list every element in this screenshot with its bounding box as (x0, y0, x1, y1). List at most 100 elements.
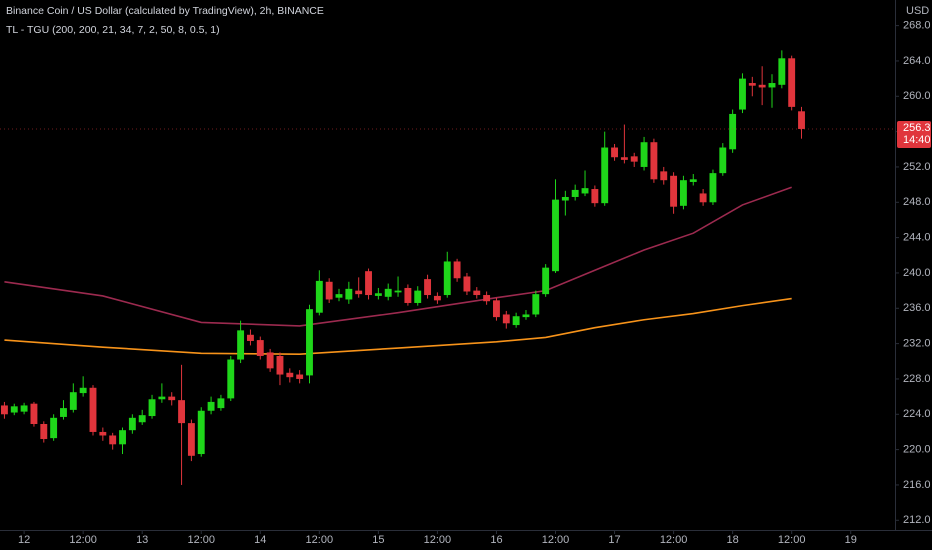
x-tick-label: 12:00 (660, 534, 688, 546)
x-tick-label: 12:00 (69, 534, 97, 546)
candle-body (601, 147, 609, 204)
candle-body (207, 401, 215, 411)
x-tick-label: 12 (18, 534, 30, 546)
candle-body (522, 314, 530, 318)
moving-average-line (4, 297, 792, 356)
candle-body (699, 193, 707, 203)
candle-body (778, 58, 786, 85)
candle-body (768, 83, 776, 88)
last-price-label: 256.3 (903, 122, 931, 134)
plot-area (0, 50, 895, 485)
candle-body (345, 288, 353, 300)
candle-body (670, 175, 678, 207)
candle-body (246, 334, 254, 341)
candle-body (650, 142, 658, 180)
candle-body (640, 142, 648, 167)
x-tick-label: 15 (372, 534, 384, 546)
candle-body (187, 423, 195, 456)
candle-body (561, 196, 569, 201)
candle-body (296, 374, 304, 379)
candle-body (502, 314, 510, 324)
candle-body (168, 396, 176, 401)
y-tick-label: 212.0 (903, 514, 931, 526)
countdown-label: 14:40 (903, 134, 931, 146)
candle-body (315, 280, 323, 313)
y-tick-label: 216.0 (903, 479, 931, 491)
y-tick-label: 252.0 (903, 161, 931, 173)
candle-body (532, 294, 540, 315)
candle-body (40, 424, 48, 440)
x-tick-label: 12:00 (542, 534, 570, 546)
candle-body (483, 295, 491, 302)
candle-body (119, 430, 126, 445)
candle-body (158, 396, 166, 400)
candle-body (335, 294, 343, 298)
candle-body (433, 295, 441, 301)
candle-body (60, 408, 67, 417)
y-tick-label: 240.0 (903, 267, 931, 279)
x-tick-label: 18 (727, 534, 739, 546)
candle-body (69, 392, 77, 410)
candle-body (758, 84, 766, 88)
candle-body (591, 189, 599, 204)
candle-body (20, 405, 28, 412)
candle-body (552, 199, 559, 272)
x-tick-label: 14 (254, 534, 266, 546)
candle-body (355, 290, 363, 295)
x-tick-label: 12:00 (778, 534, 806, 546)
y-tick-label: 236.0 (903, 302, 931, 314)
candle-body (748, 83, 756, 86)
x-tick-label: 12:00 (306, 534, 334, 546)
y-tick-label: 244.0 (903, 232, 931, 244)
candle-body (630, 156, 638, 162)
candle-body (620, 157, 628, 160)
candle-body (739, 78, 746, 110)
y-tick-label: 232.0 (903, 338, 931, 350)
candle-body (689, 179, 697, 182)
y-tick-label: 224.0 (903, 408, 931, 420)
y-tick-label: 268.0 (903, 20, 931, 32)
candle-body (266, 352, 274, 369)
candle-body (394, 290, 402, 293)
candle-body (404, 287, 412, 303)
candle-body (788, 58, 796, 107)
candle-body (128, 417, 136, 431)
candle-body (374, 293, 382, 296)
candle-body (493, 300, 500, 318)
currency-label: USD (906, 5, 929, 17)
candle-body (178, 400, 186, 424)
candle-body (719, 147, 727, 174)
candle-body (148, 399, 156, 417)
y-tick-label: 220.0 (903, 444, 931, 456)
indicator-label: TL - TGU (200, 200, 21, 34, 7, 2, 50, 8,… (6, 24, 220, 36)
candle-body (276, 355, 284, 375)
candle-body (798, 111, 805, 129)
x-tick-label: 13 (136, 534, 148, 546)
candle-body (50, 417, 58, 439)
y-tick-label: 228.0 (903, 373, 931, 385)
candle-body (30, 403, 38, 424)
candle-body (660, 171, 668, 181)
chart-title: Binance Coin / US Dollar (calculated by … (6, 5, 324, 17)
candle-body (138, 415, 146, 423)
candle-body (542, 267, 550, 295)
y-tick-label: 264.0 (903, 55, 931, 67)
candle-body (443, 261, 451, 296)
candle-body (197, 410, 205, 455)
candle-body (512, 316, 520, 326)
candle-body (217, 398, 225, 409)
candle-body (571, 189, 579, 197)
candle-body (89, 387, 97, 432)
candle-body (306, 309, 313, 376)
y-tick-label: 260.0 (903, 90, 931, 102)
candle-body (325, 281, 333, 300)
candle-body (729, 113, 737, 150)
candle-body (709, 173, 717, 203)
candle-body (0, 405, 8, 415)
x-tick-label: 16 (490, 534, 502, 546)
last-price-badge (897, 120, 931, 148)
y-tick-label: 248.0 (903, 196, 931, 208)
